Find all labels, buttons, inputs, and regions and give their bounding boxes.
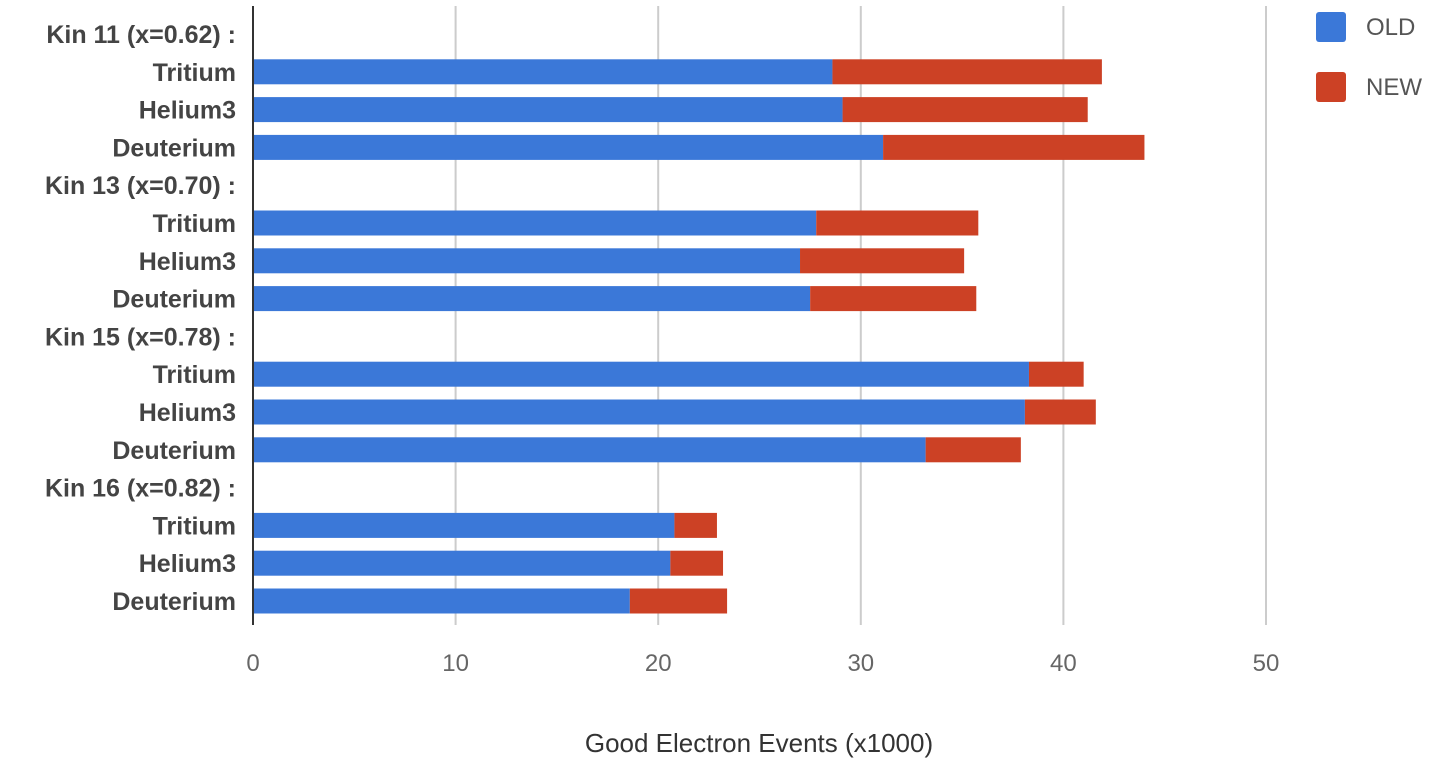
y-category-label: Deuterium (112, 134, 236, 162)
y-category-label: Kin 13 (x=0.70) : (45, 172, 236, 200)
y-category-label: Tritium (153, 59, 236, 87)
y-category-label: Helium3 (139, 399, 236, 427)
bar-old-tritium (253, 512, 675, 538)
bar-new-deuterium (810, 286, 977, 312)
y-category-label: Helium3 (139, 248, 236, 276)
y-category-label: Deuterium (112, 588, 236, 616)
y-category-label: Kin 11 (x=0.62) : (46, 21, 236, 49)
y-category-label: Deuterium (112, 437, 236, 465)
bar-old-helium3 (253, 97, 843, 123)
bar-old-tritium (253, 210, 817, 236)
y-category-label: Tritium (153, 512, 236, 540)
bar-new-tritium (832, 59, 1102, 85)
x-tick-label: 10 (442, 650, 469, 677)
y-category-label: Helium3 (139, 550, 236, 578)
bar-old-tritium (253, 59, 833, 85)
bar-new-deuterium (883, 134, 1145, 160)
bar-old-helium3 (253, 248, 801, 274)
bar-old-tritium (253, 361, 1029, 387)
x-axis-title: Good Electron Events (x1000) (585, 728, 933, 758)
y-category-label: Kin 16 (x=0.82) : (45, 475, 236, 503)
y-category-label: Kin 15 (x=0.78) : (45, 323, 236, 351)
bar-old-helium3 (253, 550, 671, 576)
bar-new-helium3 (1024, 399, 1096, 425)
bar-new-tritium (816, 210, 979, 236)
bar-old-helium3 (253, 399, 1025, 425)
bar-new-helium3 (842, 97, 1088, 123)
bar-old-deuterium (253, 134, 884, 160)
legend-swatch-old (1316, 12, 1346, 42)
label-layer: 0 10 20 30 40 50 Kin 11 (x=0.62) : Tritium Heliu… (45, 21, 1279, 677)
bar-new-tritium (674, 512, 717, 538)
legend: OLD NEW (1316, 12, 1422, 102)
y-category-label: Deuterium (112, 286, 236, 314)
x-tick-label: 20 (645, 650, 672, 677)
y-category-label: Helium3 (139, 97, 236, 125)
bar-old-deuterium (253, 286, 811, 312)
bar-old-deuterium (253, 437, 926, 463)
legend-label-new: NEW (1366, 74, 1422, 101)
bar-new-helium3 (670, 550, 724, 576)
bar-layer (253, 59, 1145, 614)
legend-label-old: OLD (1366, 14, 1415, 41)
bar-old-deuterium (253, 588, 630, 614)
bar-new-deuterium (925, 437, 1021, 463)
x-tick-label: 30 (847, 650, 874, 677)
x-tick-label: 50 (1253, 650, 1280, 677)
bar-new-tritium (1028, 361, 1084, 387)
bar-new-deuterium (629, 588, 728, 614)
bar-new-helium3 (800, 248, 965, 274)
y-category-label: Tritium (153, 361, 236, 389)
legend-swatch-new (1316, 72, 1346, 102)
y-category-label: Tritium (153, 210, 236, 238)
x-tick-label: 40 (1050, 650, 1077, 677)
x-tick-label: 0 (246, 650, 259, 677)
